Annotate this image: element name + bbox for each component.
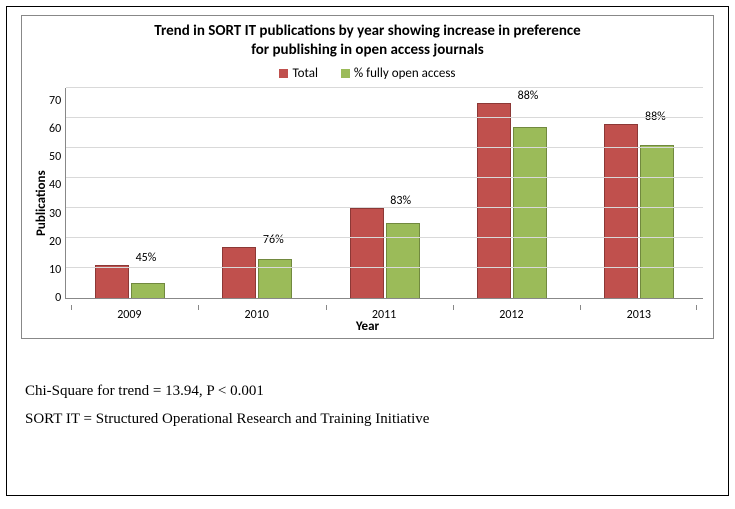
gridline	[66, 117, 703, 118]
y-tick: 10	[49, 264, 61, 276]
x-tick: 2012	[453, 305, 569, 310]
y-tick: 20	[49, 236, 61, 248]
percent-label: 45%	[136, 251, 157, 265]
plot-wrap: Publications 0 10 20 30 40 50 60 70 45% 76% 83% 88…	[32, 89, 703, 317]
legend-label-open: % fully open access	[354, 66, 456, 81]
chart-title: Trend in SORT IT publications by year sh…	[32, 22, 703, 60]
y-ticks: 010203040506070	[49, 89, 65, 299]
x-ticks: 2009 2010 2011 2012 2013	[65, 299, 703, 317]
y-tick: 0	[49, 292, 61, 304]
gridline	[66, 147, 703, 148]
footnote-sortit: SORT IT = Structured Operational Researc…	[25, 405, 710, 434]
percent-label: 76%	[263, 233, 284, 247]
bar-open-access	[386, 223, 420, 298]
legend-swatch-total	[279, 69, 288, 78]
x-tick-label: 2011	[327, 308, 442, 322]
gridline	[66, 177, 703, 178]
legend-item-open: % fully open access	[341, 66, 456, 81]
gridline	[66, 237, 703, 238]
y-tick: 50	[49, 151, 61, 163]
bar-total	[350, 208, 384, 298]
plot-area: 45%76%83%88%88%	[65, 88, 703, 299]
x-tick-label: 2009	[72, 308, 187, 322]
x-tick-label: 2013	[581, 308, 696, 322]
legend-label-total: Total	[292, 66, 317, 81]
y-axis-label: Publications	[32, 89, 49, 317]
gridline	[66, 267, 703, 268]
bar-total	[604, 124, 638, 298]
x-tick: 2013	[580, 305, 697, 310]
gridline	[66, 207, 703, 208]
bar-open-access	[131, 283, 165, 298]
chart-title-line1: Trend in SORT IT publications by year sh…	[154, 22, 580, 40]
bar-total	[95, 265, 129, 298]
x-tick: 2009	[71, 305, 187, 310]
gridline	[66, 87, 703, 88]
legend-item-total: Total	[279, 66, 317, 81]
x-tick-label: 2012	[454, 308, 569, 322]
y-tick: 70	[49, 95, 61, 107]
chart-title-line2: for publishing in open access journals	[251, 41, 484, 59]
x-tick-label: 2010	[199, 308, 314, 322]
y-tick: 60	[49, 123, 61, 135]
footnotes: Chi-Square for trend = 13.94, P < 0.001 …	[25, 377, 710, 434]
bar-open-access	[640, 145, 674, 298]
y-tick: 30	[49, 208, 61, 220]
legend: Total % fully open access	[32, 66, 703, 81]
bar-open-access	[513, 127, 547, 298]
chart-box: Trend in SORT IT publications by year sh…	[21, 15, 714, 339]
figure-container: Trend in SORT IT publications by year sh…	[6, 6, 729, 496]
bar-open-access	[258, 259, 292, 298]
bar-total	[222, 247, 256, 298]
plot: 45%76%83%88%88% 20092010201120122013	[65, 89, 703, 317]
y-tick: 40	[49, 179, 61, 191]
footnote-chi-square: Chi-Square for trend = 13.94, P < 0.001	[25, 377, 710, 406]
x-tick: 2011	[326, 305, 442, 310]
percent-label: 88%	[518, 89, 539, 103]
x-tick: 2010	[198, 305, 314, 310]
percent-label: 83%	[390, 194, 411, 208]
bar-total	[477, 103, 511, 298]
legend-swatch-open	[341, 69, 350, 78]
